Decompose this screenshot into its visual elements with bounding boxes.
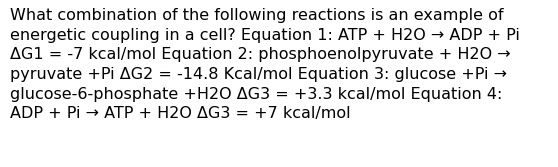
- Text: What combination of the following reactions is an example of
energetic coupling : What combination of the following reacti…: [10, 8, 520, 121]
